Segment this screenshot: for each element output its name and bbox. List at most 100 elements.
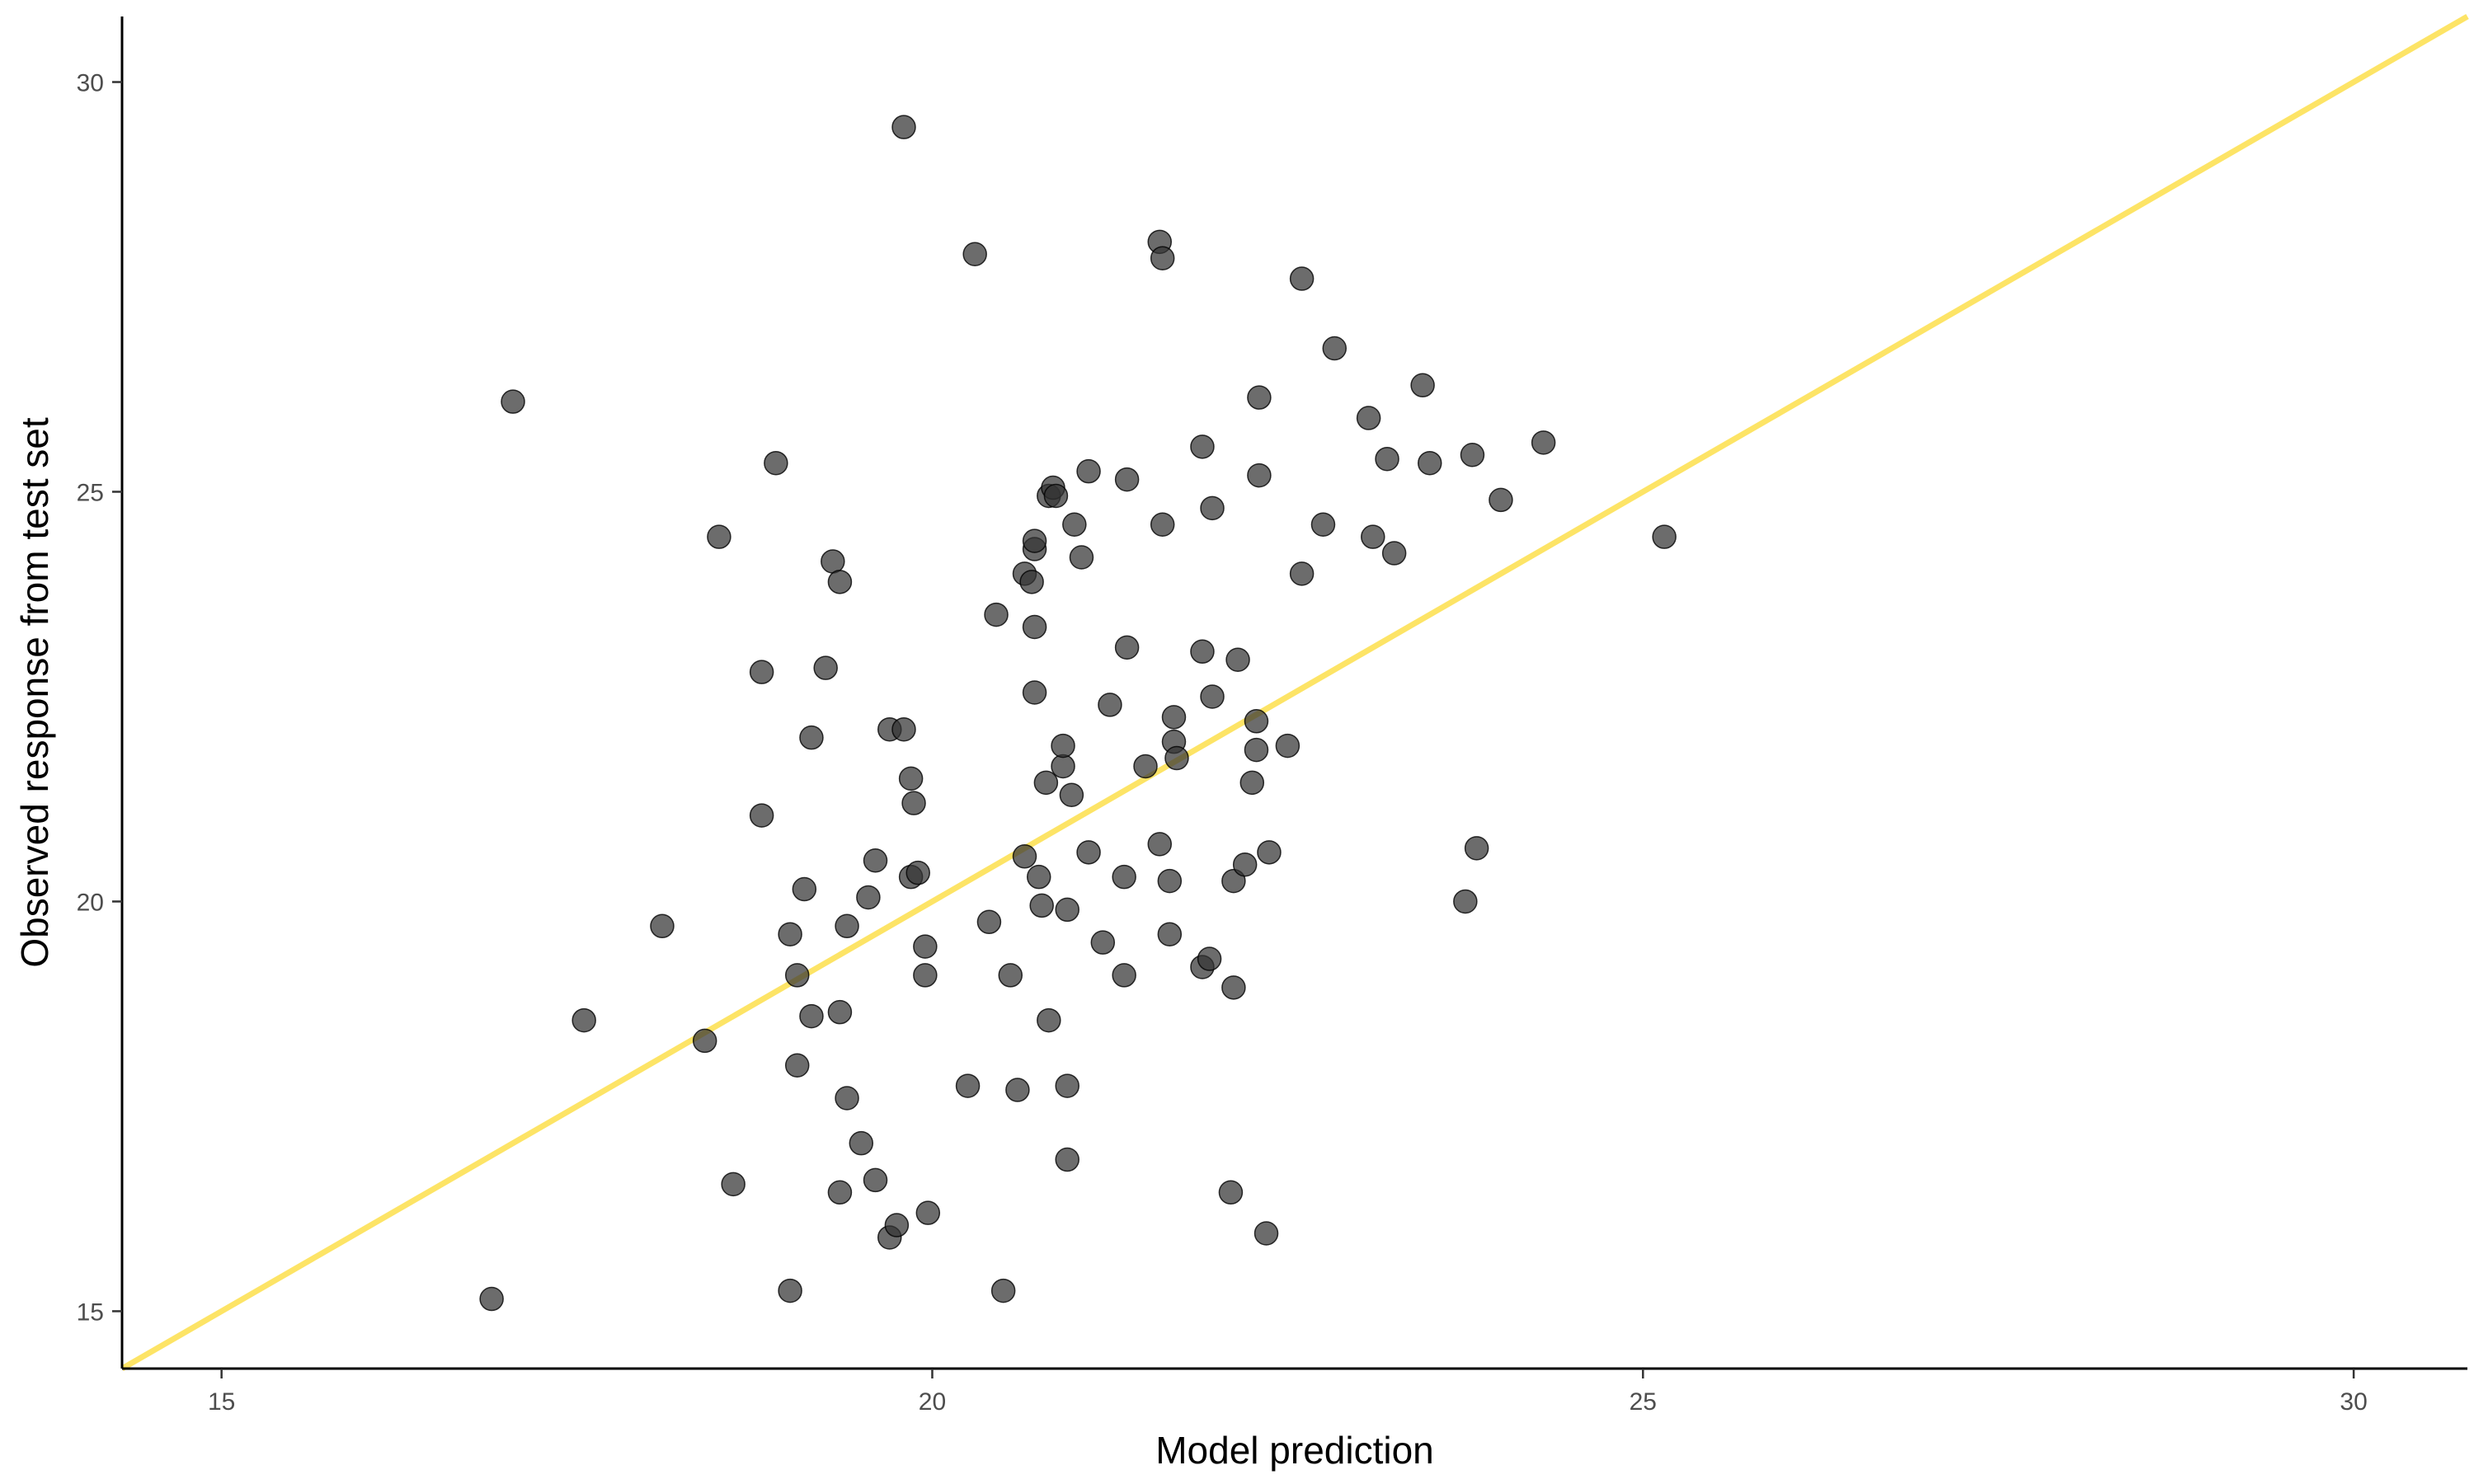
data-point: [913, 963, 938, 988]
data-point: [1244, 737, 1269, 763]
data-point: [915, 1200, 941, 1225]
data-point: [1200, 495, 1225, 521]
data-point: [821, 549, 845, 574]
y-tick-label: 25: [77, 479, 104, 506]
data-point: [1150, 246, 1175, 270]
data-point: [1289, 266, 1315, 291]
data-point: [1150, 512, 1175, 537]
data-point: [749, 660, 774, 684]
y-tick-label: 30: [77, 70, 104, 97]
data-point: [863, 848, 888, 873]
data-point: [792, 876, 817, 902]
data-point: [1460, 443, 1485, 467]
data-point: [1310, 512, 1336, 537]
data-point: [1022, 614, 1047, 640]
data-point: [1112, 963, 1136, 988]
data-point: [1051, 754, 1075, 779]
data-point: [749, 803, 774, 828]
data-point: [905, 860, 930, 885]
data-point: [1197, 946, 1222, 971]
reference-line: [120, 13, 2469, 1372]
data-point: [1055, 1147, 1079, 1172]
data-point: [1062, 512, 1087, 537]
data-point: [1531, 430, 1556, 455]
data-point: [778, 1278, 802, 1303]
data-point: [1410, 373, 1435, 398]
data-point: [1190, 434, 1215, 459]
data-point: [1157, 922, 1183, 946]
x-tick-label: 20: [919, 1388, 946, 1416]
data-point: [1055, 897, 1079, 923]
data-point: [998, 963, 1023, 988]
x-axis-title: Model prediction: [1155, 1429, 1434, 1472]
data-point: [1114, 635, 1140, 660]
data-point: [1098, 693, 1122, 717]
data-point: [891, 115, 916, 139]
data-point: [764, 450, 788, 476]
data-point: [1190, 639, 1215, 665]
data-point: [976, 909, 1002, 935]
data-point: [955, 1073, 981, 1098]
data-point: [799, 725, 824, 750]
x-tick-label: 15: [208, 1388, 235, 1416]
data-point: [990, 1278, 1016, 1303]
data-point: [835, 913, 859, 939]
data-point: [1022, 528, 1047, 553]
data-point: [1157, 868, 1183, 894]
data-point: [1133, 754, 1158, 779]
data-point: [1112, 864, 1136, 890]
data-point: [863, 1167, 888, 1193]
data-point: [1361, 524, 1385, 549]
data-point: [1232, 852, 1258, 877]
data-point: [1069, 545, 1094, 570]
data-point: [1043, 483, 1069, 509]
data-point: [784, 963, 810, 988]
data-point: [1026, 864, 1051, 890]
y-axis-title: Observed response from test set: [13, 417, 56, 968]
data-point: [1356, 406, 1381, 430]
data-point: [1090, 930, 1116, 955]
data-point: [1247, 385, 1272, 410]
data-point: [1375, 446, 1399, 472]
data-point: [913, 934, 938, 959]
data-point: [501, 389, 525, 414]
x-axis-ticks: 15 20 25 30: [208, 1369, 2368, 1416]
data-point: [1059, 782, 1084, 807]
data-point: [962, 242, 987, 266]
data-point: [835, 1086, 859, 1111]
data-point: [1417, 450, 1442, 476]
data-point: [1161, 705, 1187, 730]
data-point: [1037, 1007, 1061, 1033]
data-point: [778, 922, 802, 946]
data-point: [1218, 1180, 1244, 1205]
data-point: [1453, 889, 1478, 914]
x-tick-label: 30: [2340, 1388, 2367, 1416]
data-point: [984, 602, 1009, 627]
y-axis-ticks: 15 20 25 30: [77, 70, 122, 1326]
data-point: [650, 913, 675, 939]
data-point: [827, 999, 853, 1025]
data-point: [1247, 463, 1272, 488]
data-point: [901, 791, 926, 815]
data-point: [827, 570, 853, 594]
x-tick-label: 25: [1630, 1388, 1657, 1416]
data-point: [1464, 836, 1489, 861]
y-tick-label: 20: [77, 889, 104, 916]
data-point: [707, 524, 731, 549]
y-tick-label: 15: [77, 1298, 104, 1326]
data-point: [571, 1007, 596, 1033]
data-point: [1253, 1221, 1279, 1246]
data-point: [1225, 647, 1250, 672]
data-point: [1055, 1073, 1079, 1098]
data-point: [784, 1053, 810, 1078]
data-point: [1033, 770, 1059, 796]
data-point: [891, 716, 916, 742]
data-point: [479, 1286, 504, 1312]
reference-line-layer: [120, 13, 2469, 1372]
data-point: [813, 655, 838, 680]
data-point: [692, 1028, 717, 1054]
data-point: [1022, 680, 1047, 705]
data-point: [1275, 733, 1300, 758]
data-point: [1076, 840, 1101, 865]
data-point: [1239, 770, 1265, 796]
